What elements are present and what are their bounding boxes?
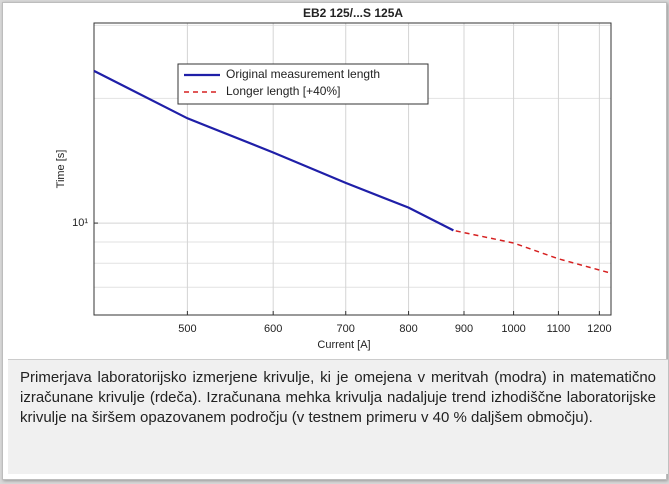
x-axis-label: Current [A] <box>317 339 370 351</box>
x-tick-label: 700 <box>337 323 355 335</box>
y-axis-label: Time [s] <box>55 150 67 189</box>
legend-label: Longer length [+40%] <box>226 84 340 98</box>
x-tick-label: 900 <box>455 323 473 335</box>
series-line <box>93 69 454 232</box>
x-tick-label: 800 <box>399 323 417 335</box>
chart: EB2 125/...S 125A Current [A] Time [s] 5… <box>55 6 612 351</box>
x-tick-label: 1100 <box>547 323 571 335</box>
chart-title: EB2 125/...S 125A <box>303 6 403 20</box>
x-tick-label: 1200 <box>587 323 611 335</box>
plot-border <box>93 22 612 316</box>
caption: Primerjava laboratorijsko izmerjene kriv… <box>8 359 668 474</box>
x-tick-label: 500 <box>178 323 196 335</box>
x-tick-label: 1000 <box>501 323 525 335</box>
legend-box <box>177 63 429 105</box>
legend-label: Original measurement length <box>226 67 380 81</box>
y-tick-label: 10¹ <box>72 217 88 229</box>
x-tick-label: 600 <box>264 323 282 335</box>
